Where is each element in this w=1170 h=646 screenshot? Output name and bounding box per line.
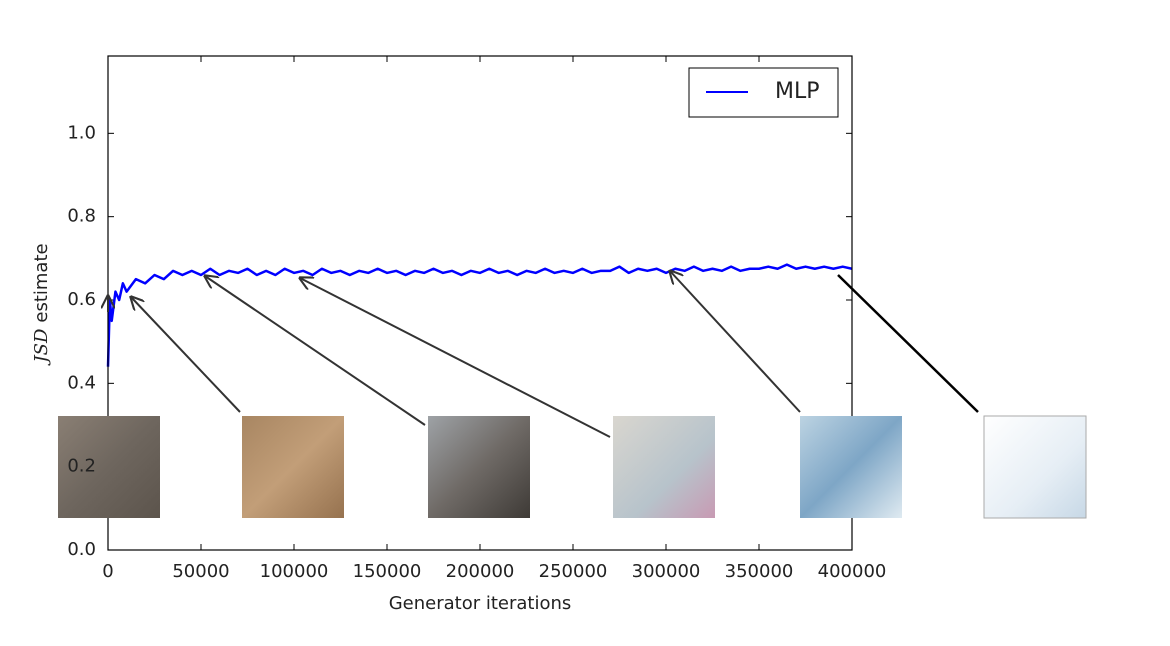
arrow [670, 271, 801, 413]
arrow [837, 274, 979, 413]
x-tick-label: 300000 [632, 561, 701, 582]
arrows [108, 271, 979, 438]
thumbnail [613, 416, 715, 518]
thumbnail [983, 415, 1087, 519]
x-tick-label: 350000 [725, 561, 794, 582]
y-tick-label: 0.0 [67, 539, 96, 560]
arrow [131, 297, 241, 413]
y-tick-label: 0.4 [67, 372, 96, 393]
y-tick-label: 1.0 [67, 122, 96, 143]
arrow [205, 276, 426, 426]
thumbnail [58, 416, 160, 518]
x-tick-label: 50000 [172, 561, 229, 582]
x-axis-label: Generator iterations [389, 593, 572, 614]
x-tick-label: 0 [102, 561, 113, 582]
thumbnails [58, 415, 1087, 519]
y-axis-label-text: estimate [31, 243, 52, 322]
y-axis-label-symbol: JSD [31, 328, 52, 367]
y-tick-label: 0.8 [67, 206, 96, 227]
arrow [300, 278, 611, 438]
x-tick-label: 100000 [260, 561, 329, 582]
data-line [106, 263, 853, 367]
x-tick-label: 200000 [446, 561, 515, 582]
thumbnail [242, 416, 344, 518]
thumbnail [800, 416, 902, 518]
x-tick-label: 400000 [818, 561, 887, 582]
x-tick-label: 250000 [539, 561, 608, 582]
y-tick-label: 0.2 [67, 456, 96, 477]
y-axis-label: JSD estimate [31, 243, 52, 366]
thumbnail [428, 416, 530, 518]
legend-label: MLP [775, 79, 820, 104]
x-tick-label: 150000 [353, 561, 422, 582]
legend: MLP [688, 67, 839, 118]
y-tick-label: 0.6 [67, 289, 96, 310]
